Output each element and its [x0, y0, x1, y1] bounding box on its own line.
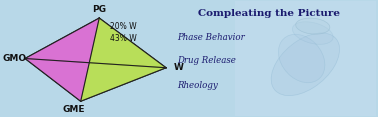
- Polygon shape: [81, 18, 166, 101]
- Text: Rheology: Rheology: [177, 81, 218, 90]
- Text: Phase Behavior: Phase Behavior: [177, 33, 245, 42]
- Text: W: W: [174, 63, 183, 72]
- Text: GMO: GMO: [3, 54, 27, 63]
- Ellipse shape: [271, 33, 339, 96]
- Text: Drug Release: Drug Release: [177, 56, 236, 65]
- Ellipse shape: [293, 22, 333, 44]
- Bar: [235, 1, 376, 116]
- Ellipse shape: [296, 18, 330, 34]
- Polygon shape: [25, 18, 99, 101]
- Text: PG: PG: [92, 5, 106, 14]
- Text: GME: GME: [62, 105, 85, 114]
- Ellipse shape: [279, 34, 325, 83]
- Text: Compleating the Picture: Compleating the Picture: [198, 9, 340, 18]
- Text: 43% W: 43% W: [110, 34, 137, 43]
- Text: 20% W: 20% W: [110, 22, 137, 31]
